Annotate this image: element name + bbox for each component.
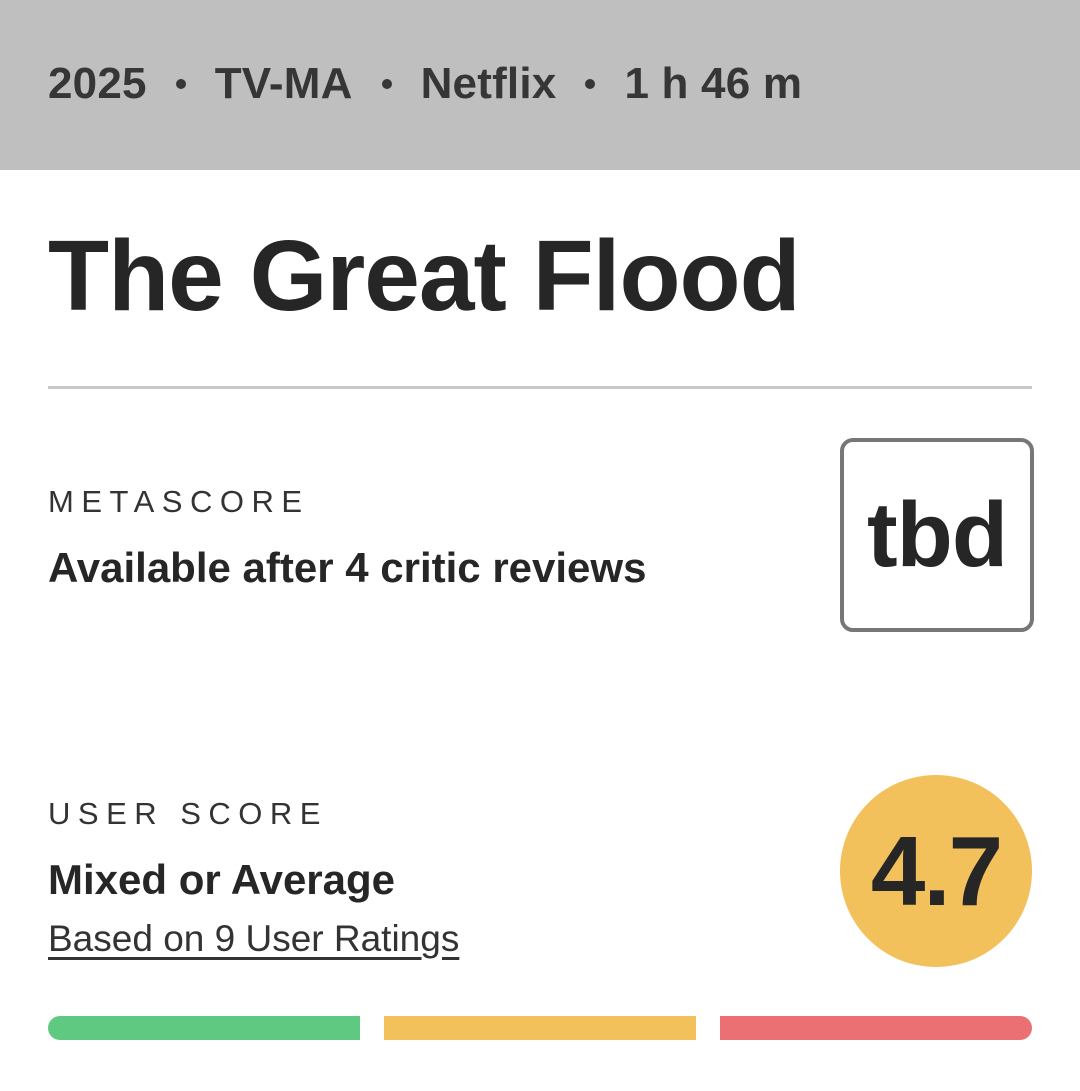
runtime: 1 h 46 m <box>624 59 803 108</box>
content-rating: TV-MA <box>214 59 353 108</box>
metascore-badge: tbd <box>840 438 1034 632</box>
details-bar: 2025 TV-MA Netflix 1 h 46 m <box>0 0 1080 170</box>
separator-dot-icon <box>381 79 392 89</box>
user-score-badge: 4.7 <box>840 775 1032 967</box>
user-score-label: USER SCORE <box>48 796 328 831</box>
details-list: 2025 TV-MA Netflix 1 h 46 m <box>48 54 802 114</box>
negative-ratings-bar <box>720 1016 1032 1040</box>
metascore-label: METASCORE <box>48 484 310 519</box>
divider <box>48 386 1032 389</box>
separator-dot-icon <box>585 79 596 89</box>
release-year: 2025 <box>48 59 147 108</box>
positive-ratings-bar <box>48 1016 360 1040</box>
separator-dot-icon <box>175 79 186 89</box>
metascore-status: Available after 4 critic reviews <box>48 544 647 591</box>
user-score-sentiment: Mixed or Average <box>48 856 396 903</box>
network-name: Netflix <box>420 59 557 108</box>
user-ratings-link[interactable]: Based on 9 User Ratings <box>48 918 460 959</box>
mixed-ratings-bar <box>384 1016 696 1040</box>
page-title: The Great Flood <box>48 220 801 332</box>
